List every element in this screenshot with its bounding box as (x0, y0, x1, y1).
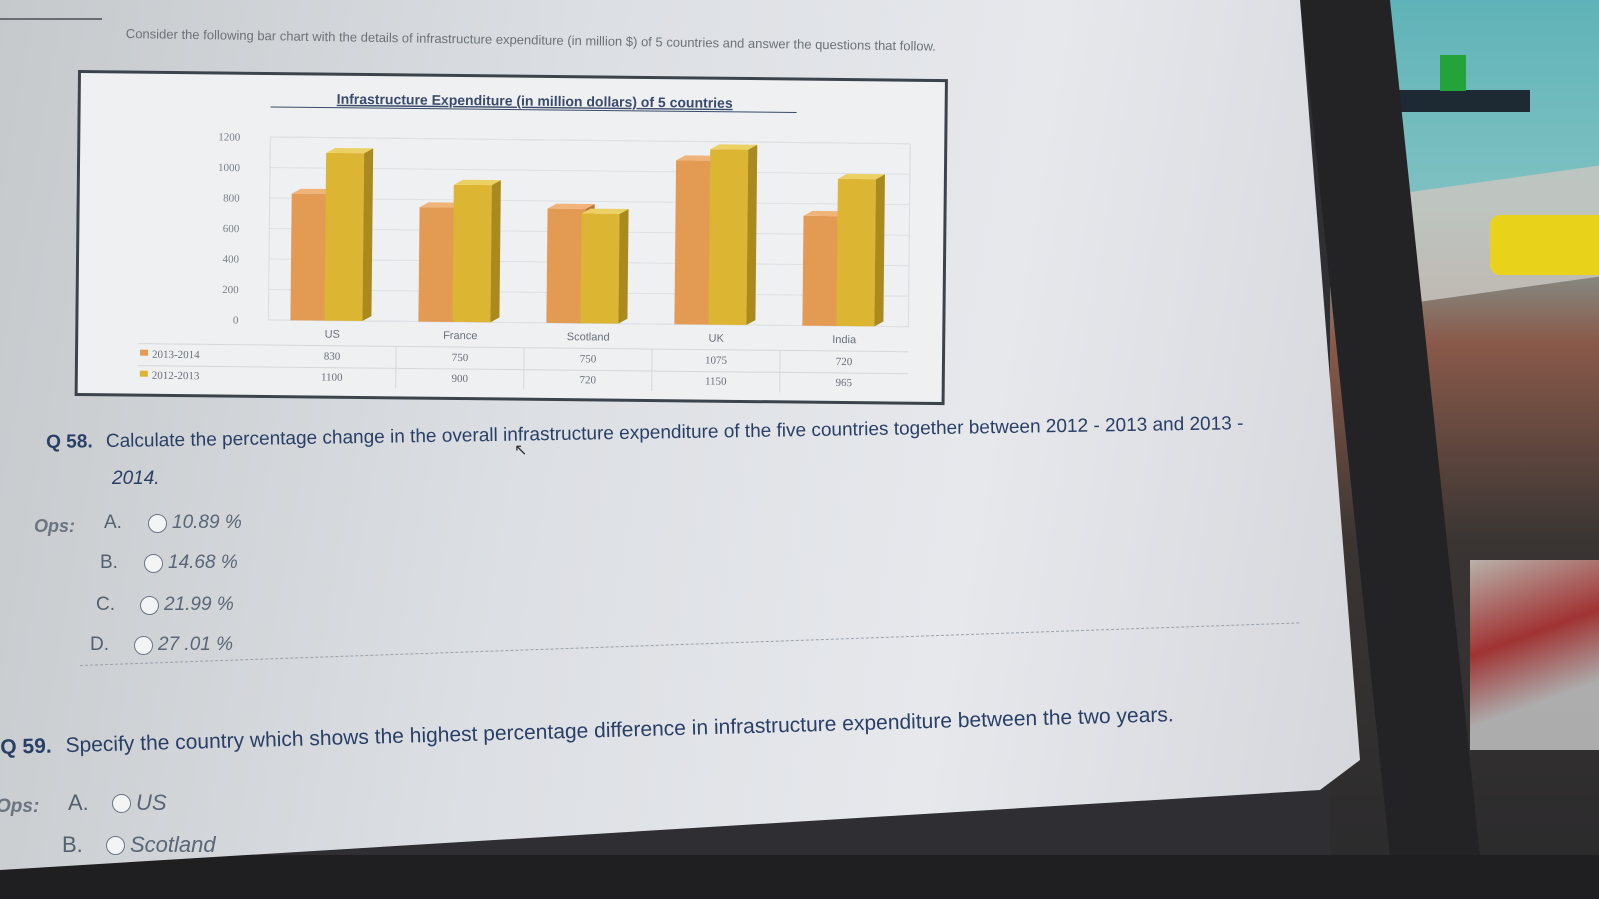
chart-title-underline (270, 106, 797, 114)
option-letter: D. (90, 634, 109, 655)
bar-top (547, 203, 595, 209)
top-rule (0, 18, 102, 20)
x-category-label: US (325, 329, 340, 341)
bar-side (490, 180, 501, 323)
mouse-cursor-icon: ↖ (514, 442, 528, 459)
y-tick-label: 200 (222, 284, 239, 296)
y-tick-label: 600 (223, 223, 240, 235)
option-text: 14.68 % (168, 552, 238, 573)
x-category-label: India (832, 334, 857, 346)
table-rule (137, 365, 908, 375)
radio-button-icon[interactable] (106, 835, 125, 855)
q59-ops-label: Ops: (0, 796, 40, 817)
y-tick-label: 0 (233, 315, 239, 327)
desk-edge (0, 855, 1599, 899)
chart-title: Infrastructure Expenditure (in million d… (337, 91, 733, 111)
gridline (269, 197, 910, 206)
bar (546, 208, 586, 324)
room-mat (1470, 560, 1599, 750)
data-table-value: 830 (324, 351, 341, 363)
y-tick-label: 1000 (218, 162, 241, 174)
radio-button-icon[interactable] (144, 553, 163, 573)
question-58-text-cont: 2014. (112, 468, 160, 489)
data-table-value: 900 (451, 373, 468, 385)
q58-option-d[interactable]: D. 27 .01 % (90, 634, 233, 656)
question-58-text: Calculate the percentage change in the o… (105, 413, 1244, 453)
chart-svg: Infrastructure Expenditure (in million d… (137, 91, 911, 393)
question-58: Q 58. Calculate the percentage change in… (46, 413, 1244, 454)
q58-option-a[interactable]: A. 10.89 % (104, 512, 242, 534)
option-letter: C. (96, 594, 115, 615)
gridline (269, 167, 910, 175)
q58-ops-label: Ops: (34, 516, 76, 536)
legend-label: 2012-2013 (152, 370, 200, 383)
legend-label: 2013-2014 (152, 349, 200, 362)
gridline (270, 136, 911, 145)
option-letter: A. (68, 790, 89, 815)
bar-top (326, 147, 374, 154)
y-tick-label: 1200 (218, 131, 241, 143)
option-text: Scotland (130, 832, 216, 857)
y-tick-label: 800 (223, 193, 240, 205)
x-category-label: UK (709, 333, 725, 345)
question-58-number: Q 58. (46, 431, 93, 453)
monitor-screen: Consider the following bar chart with th… (0, 0, 1360, 870)
x-category-label: France (443, 330, 477, 342)
option-text: 27 .01 % (158, 634, 233, 655)
bar (580, 213, 620, 324)
option-letter: A. (104, 512, 122, 533)
bar-side (362, 148, 374, 321)
table-rule (138, 343, 909, 353)
option-text: 10.89 % (172, 512, 242, 533)
bar-top (581, 208, 629, 214)
bar-side (746, 144, 758, 326)
data-table-value: 750 (580, 353, 597, 365)
data-table-value: 720 (579, 374, 596, 386)
data-table-value: 1075 (705, 355, 728, 367)
option-letter: B. (62, 832, 83, 857)
bar (452, 184, 492, 323)
legend-swatch (139, 370, 148, 377)
bar (418, 207, 458, 322)
radio-button-icon[interactable] (112, 793, 131, 813)
bar (836, 178, 876, 327)
bar-side (618, 208, 629, 324)
radio-button-icon[interactable] (148, 513, 167, 533)
bar (802, 215, 842, 326)
q59-option-a[interactable]: A. US (68, 790, 167, 816)
legend-swatch (140, 349, 149, 356)
bar-top (837, 173, 885, 180)
bar (674, 160, 715, 325)
x-category-label: Scotland (567, 331, 610, 343)
q58-option-c[interactable]: C. 21.99 % (96, 594, 234, 616)
y-tick-label: 400 (222, 254, 239, 266)
room-yellow-object (1490, 215, 1599, 275)
radio-button-icon[interactable] (134, 635, 153, 655)
radio-button-icon[interactable] (140, 595, 159, 615)
data-table-value: 750 (452, 352, 469, 364)
question-59-text: Specify the country which shows the high… (65, 703, 1174, 758)
option-letter: B. (100, 552, 118, 573)
bar (708, 149, 749, 326)
q58-option-b[interactable]: B. 14.68 % (100, 552, 238, 574)
data-table-value: 720 (836, 356, 853, 368)
bar-side (874, 174, 885, 327)
bar-chart: Infrastructure Expenditure (in million d… (74, 70, 948, 406)
bar-top (710, 144, 758, 150)
data-table-value: 1100 (321, 372, 343, 384)
data-table-value: 965 (835, 377, 852, 389)
question-59-number: Q 59. (0, 734, 52, 759)
intro-text: Consider the following bar chart with th… (125, 26, 936, 54)
option-text: US (136, 790, 167, 815)
option-text: 21.99 % (164, 594, 234, 615)
room-bottle (1440, 55, 1466, 91)
data-table-value: 1150 (705, 376, 727, 388)
bar-top (453, 179, 501, 186)
q59-option-b[interactable]: B. Scotland (62, 832, 216, 858)
question-divider (80, 622, 1300, 666)
bar (324, 152, 365, 321)
question-59: Q 59. Specify the country which shows th… (0, 703, 1174, 760)
bar (290, 193, 330, 321)
